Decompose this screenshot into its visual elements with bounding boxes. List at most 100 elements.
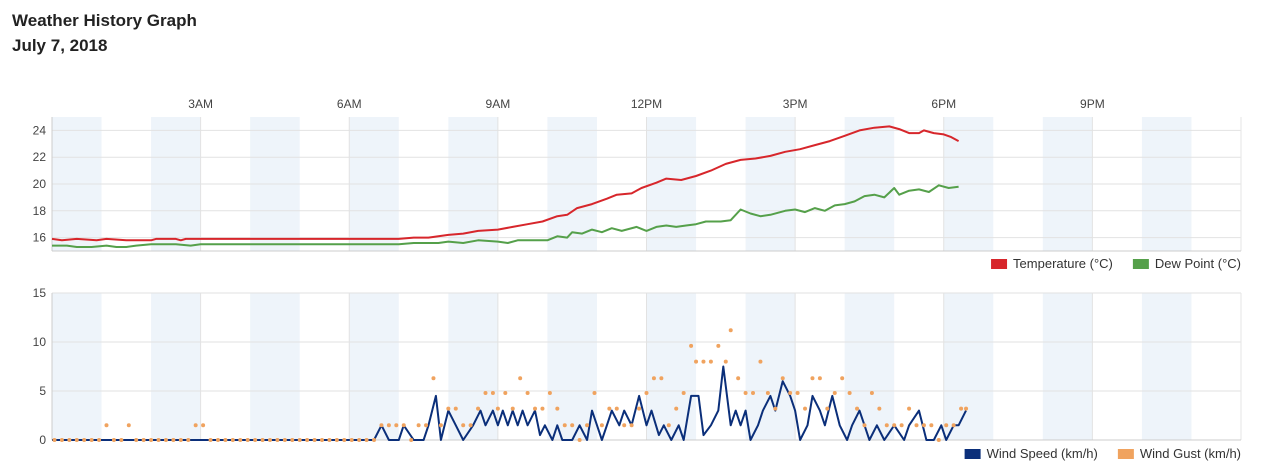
wind-gust-km-h-point bbox=[349, 438, 354, 442]
wind-gust-km-h-point bbox=[847, 390, 852, 395]
wind-gust-km-h-point bbox=[401, 423, 406, 428]
wind-gust-km-h-point bbox=[758, 359, 763, 364]
wind-gust-km-h-point bbox=[825, 406, 830, 411]
hour-band bbox=[250, 293, 300, 440]
wind-gust-km-h-point bbox=[461, 423, 466, 428]
legend-label: Temperature (°C) bbox=[1013, 256, 1113, 271]
wind-gust-km-h-point bbox=[320, 438, 325, 442]
wind-gust-km-h-point bbox=[193, 423, 198, 428]
wind-gust-km-h-point bbox=[290, 438, 295, 442]
x-tick-label: 3PM bbox=[783, 97, 808, 111]
wind-gust-km-h-point bbox=[585, 423, 590, 428]
wind-gust-km-h-point bbox=[215, 438, 220, 442]
wind-gust-km-h-point bbox=[495, 406, 500, 411]
temperature-c-line bbox=[51, 125, 960, 242]
wind-gust-km-h-point bbox=[126, 423, 131, 428]
x-tick-label: 6AM bbox=[337, 97, 362, 111]
wind-gust-km-h-point bbox=[622, 423, 627, 428]
wind-gust-km-h-point bbox=[716, 343, 721, 348]
wind-gust-km-h-point bbox=[540, 406, 545, 411]
wind-gust-km-h-point bbox=[637, 406, 642, 411]
wind-gust-km-h-point bbox=[74, 438, 79, 442]
wind-gust-km-h-point bbox=[694, 359, 699, 364]
y-tick-label: 22 bbox=[33, 150, 47, 164]
legend-swatch bbox=[1117, 449, 1134, 459]
wind-gust-km-h-point bbox=[570, 423, 575, 428]
wind-gust-km-h-point bbox=[681, 390, 686, 395]
wind-gust-km-h-point bbox=[510, 406, 515, 411]
x-tick-label: 9AM bbox=[486, 97, 511, 111]
wind-gust-km-h-point bbox=[607, 406, 612, 411]
wind-gust-km-h-point bbox=[438, 423, 443, 428]
wind-gust-km-h-point bbox=[518, 376, 523, 381]
hour-band bbox=[547, 293, 597, 440]
wind-gust-km-h-point bbox=[282, 438, 287, 442]
wind-gust-km-h-point bbox=[59, 438, 64, 442]
y-tick-label: 15 bbox=[33, 286, 47, 300]
wind-gust-km-h-point bbox=[503, 390, 508, 395]
wind-gust-km-h-point bbox=[379, 423, 384, 428]
hour-band bbox=[1042, 293, 1093, 440]
wind-gust-km-h-point bbox=[416, 423, 421, 428]
hour-band bbox=[448, 293, 498, 440]
wind-gust-km-h-point bbox=[547, 390, 552, 395]
y-tick-label: 18 bbox=[33, 204, 47, 218]
legend-swatch bbox=[991, 259, 1008, 269]
wind-gust-km-h-point bbox=[555, 406, 560, 411]
wind-gust-km-h-point bbox=[364, 438, 369, 442]
wind-gust-km-h-point bbox=[178, 438, 183, 442]
wind-gust-km-h-point bbox=[855, 406, 860, 411]
wind-gust-km-h-point bbox=[82, 438, 87, 442]
wind-gust-km-h-point bbox=[869, 390, 874, 395]
x-tick-label: 3AM bbox=[188, 97, 213, 111]
wind-gust-km-h-point bbox=[614, 406, 619, 411]
wind-gust-km-h-point bbox=[171, 438, 176, 442]
wind-gust-km-h-point bbox=[446, 406, 451, 411]
wind-gust-km-h-point bbox=[223, 438, 228, 442]
wind-gust-km-h-point bbox=[141, 438, 146, 442]
hour-band bbox=[151, 293, 201, 440]
wind-gust-km-h-point bbox=[230, 438, 235, 442]
wind-gust-km-h-point bbox=[525, 390, 530, 395]
wind-gust-km-h-point bbox=[659, 376, 664, 381]
wind-gust-km-h-point bbox=[52, 438, 57, 442]
wind-gust-km-h-point bbox=[357, 438, 362, 442]
wind-gust-km-h-point bbox=[327, 438, 332, 442]
wind-gust-km-h-point bbox=[810, 376, 815, 381]
hour-band bbox=[943, 293, 994, 440]
wind-gust-km-h-point bbox=[840, 376, 845, 381]
wind-gust-km-h-point bbox=[921, 423, 926, 428]
y-tick-label: 10 bbox=[33, 335, 47, 349]
hour-band bbox=[349, 293, 399, 440]
wind-gust-km-h-point bbox=[708, 359, 713, 364]
wind-gust-km-h-point bbox=[674, 406, 679, 411]
wind-gust-km-h-point bbox=[297, 438, 302, 442]
wind-gust-km-h-point bbox=[803, 406, 808, 411]
wind-gust-km-h-point bbox=[394, 423, 399, 428]
wind-gust-km-h-point bbox=[119, 438, 124, 442]
wind-gust-km-h-point bbox=[267, 438, 272, 442]
wind-gust-km-h-point bbox=[483, 390, 488, 395]
wind-gust-km-h-point bbox=[964, 406, 969, 411]
wind-gust-km-h-point bbox=[736, 376, 741, 381]
wind-gust-km-h-point bbox=[884, 423, 889, 428]
wind-gust-km-h-point bbox=[104, 423, 109, 428]
wind-gust-km-h-point bbox=[959, 406, 964, 411]
wind-gust-km-h-point bbox=[163, 438, 168, 442]
wind-gust-km-h-point bbox=[788, 390, 793, 395]
y-tick-label: 0 bbox=[39, 433, 46, 447]
wind-gust-km-h-point bbox=[862, 423, 867, 428]
wind-gust-km-h-point bbox=[386, 423, 391, 428]
legend-swatch bbox=[964, 449, 981, 459]
wind-gust-km-h-point bbox=[780, 376, 785, 381]
wind-gust-km-h-point bbox=[743, 390, 748, 395]
wind-gust-km-h-point bbox=[67, 438, 72, 442]
wind-gust-km-h-point bbox=[134, 438, 139, 442]
wind-gust-km-h-point bbox=[701, 359, 706, 364]
wind-gust-km-h-point bbox=[795, 390, 800, 395]
wind-gust-km-h-point bbox=[208, 438, 213, 442]
wind-gust-km-h-point bbox=[431, 376, 436, 381]
hour-band bbox=[745, 293, 796, 440]
wind-gust-km-h-point bbox=[342, 438, 347, 442]
